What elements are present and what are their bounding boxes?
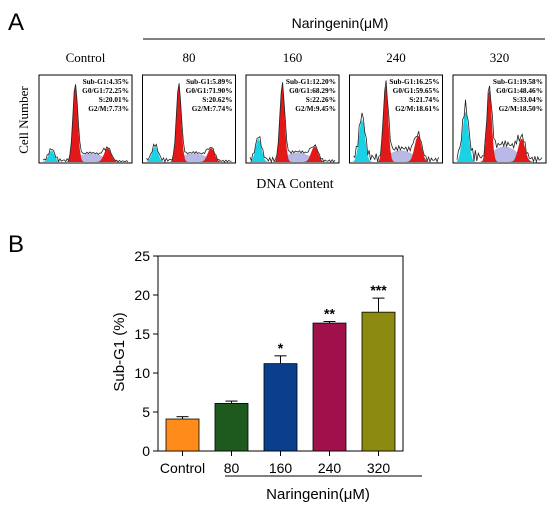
histogram-group-label: 160: [283, 50, 303, 65]
y-tick-label: 10: [134, 365, 150, 381]
histogram-stat: S:33.04%: [513, 95, 543, 104]
significance-marker: **: [324, 306, 335, 322]
histogram-outline: [42, 84, 129, 163]
histogram-g2-peak: [353, 135, 439, 162]
histogram-s-phase: [353, 150, 439, 162]
histogram-group-label: Control: [66, 50, 106, 65]
histogram-subg1-peak: [146, 146, 232, 162]
histogram-outline: [456, 85, 543, 164]
y-tick-label: 25: [134, 248, 150, 264]
histogram-stat: G0/G1:68.29%: [289, 86, 336, 95]
bar: [361, 311, 396, 452]
y-tick-label: 15: [134, 326, 150, 342]
histogram-frame: [38, 74, 133, 164]
histogram-subg1-peak: [43, 150, 128, 162]
histogram-panel: 80 Sub-G1:5.89%G0/G1:71.90%S:20.62%G2/M:7…: [142, 50, 236, 164]
histogram-stat: G2/M:18.50%: [499, 104, 543, 113]
histogram-subg1-peak: [353, 119, 439, 162]
histogram-stat: S:20.01%: [99, 95, 129, 104]
histogram-stat: S:21.74%: [409, 95, 439, 104]
x-tick-label: Control: [160, 460, 205, 476]
histogram-outline: [146, 83, 232, 164]
histogram-stat: Sub-G1:5.89%: [186, 77, 232, 86]
histogram-outline: [249, 82, 336, 164]
bar-chart: 0 5 10 15 20 25 Control 80 * 160 ** 240 *** 320: [134, 248, 404, 476]
histogram-s-phase: [146, 153, 232, 162]
bar: [312, 322, 347, 452]
panel-a-xlabel: DNA Content: [256, 177, 334, 192]
histogram-subg1-peak: [457, 111, 542, 162]
histogram-stat: G2/M:9.45%: [295, 104, 336, 113]
histogram-stat: G0/G1:59.65%: [393, 86, 440, 95]
histogram-stat: S:22.26%: [306, 95, 336, 104]
histogram-panel: Control Sub-G1:4.35%G0/G1:72.25%S:20.01%G…: [38, 50, 133, 164]
histogram-stat: Sub-G1:19.58%: [493, 77, 543, 86]
histogram-row: ControlSub-G1:4.35%G0/G1:72.25%S:20.01%G…: [38, 50, 547, 164]
histogram-panel: 160 Sub-G1:12.20%G0/G1:68.29%S:22.26%G2/M…: [245, 50, 340, 164]
histogram-s-phase: [457, 146, 542, 162]
histogram-group-label: 80: [183, 50, 196, 65]
histogram-stat: Sub-G1:12.20%: [286, 77, 336, 86]
significance-marker: ***: [370, 282, 387, 298]
treatment-label: Naringenin(μM): [266, 486, 370, 503]
histogram-group-label: 240: [386, 50, 406, 65]
histogram-s-phase: [43, 153, 128, 162]
histogram-stat: G0/G1:48.46%: [496, 86, 543, 95]
y-tick-label: 5: [142, 404, 150, 420]
y-tick-label: 0: [142, 443, 150, 459]
significance-marker: *: [278, 340, 284, 356]
histogram-stat: S:20.62%: [202, 95, 232, 104]
x-tick-label: 160: [269, 460, 293, 476]
histogram-panel: 240 Sub-G1:16.25%G0/G1:59.65%S:21.74%G2/M…: [349, 50, 443, 164]
histogram-outline: [353, 80, 439, 163]
histogram-g2-peak: [43, 148, 128, 162]
y-axis-label: Sub-G1 (%): [111, 312, 128, 391]
histogram-subg1-peak: [250, 138, 335, 162]
histogram-panel: 320 Sub-G1:19.58%G0/G1:48.46%S:33.04%G2/M…: [452, 50, 547, 164]
histogram-group-label: 320: [490, 50, 510, 65]
bar: [263, 363, 298, 452]
panel-b-label: B: [8, 231, 24, 258]
bar: [165, 418, 200, 452]
histogram-stat: G2/M:18.61%: [395, 104, 439, 113]
histogram-stat: G0/G1:72.25%: [82, 86, 129, 95]
panel-a-treatment-label: Naringenin(μM): [292, 15, 389, 31]
histogram-stat: G0/G1:71.90%: [186, 86, 233, 95]
histogram-g2-peak: [146, 148, 232, 162]
x-tick-label: 80: [224, 460, 240, 476]
histogram-stat: G2/M:7.74%: [192, 104, 233, 113]
histogram-frame: [142, 74, 236, 164]
histogram-g2-peak: [250, 146, 335, 162]
panel-a-ylabel: Cell Number: [16, 86, 31, 154]
x-tick-label: 320: [367, 460, 391, 476]
panel-a-label: A: [8, 9, 24, 36]
histogram-g2-peak: [457, 138, 542, 162]
histogram-stat: Sub-G1:4.35%: [83, 77, 129, 86]
histogram-s-phase: [250, 152, 335, 162]
x-tick-label: 240: [318, 460, 342, 476]
y-tick-label: 20: [134, 287, 150, 303]
bar: [214, 403, 249, 452]
histogram-stat: Sub-G1:16.25%: [389, 77, 439, 86]
histogram-stat: G2/M:7.73%: [88, 104, 129, 113]
